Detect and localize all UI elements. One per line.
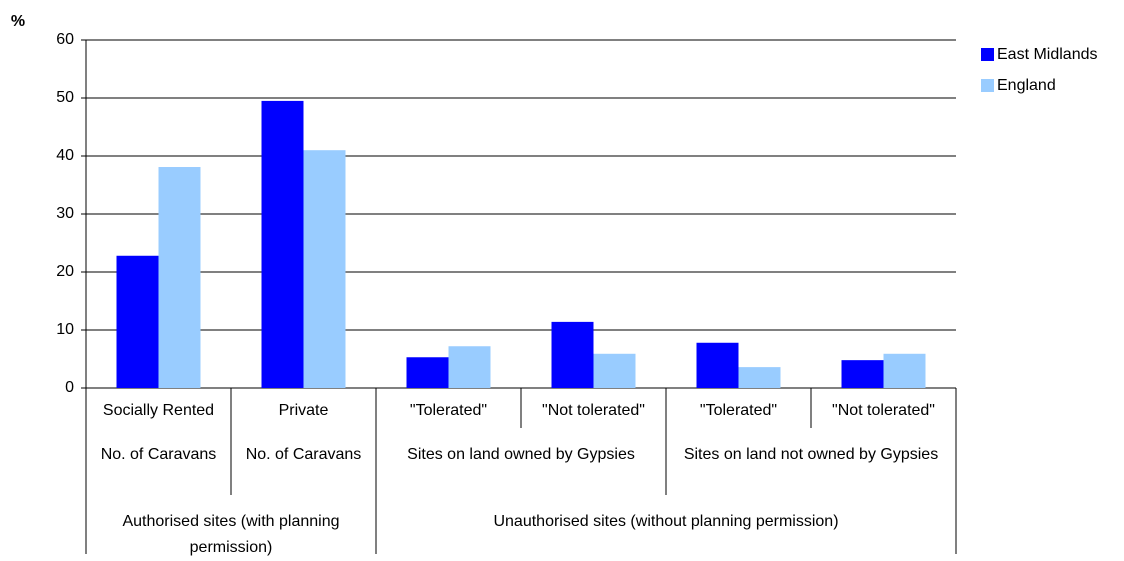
x-tick-label: "Not tolerated" — [542, 402, 645, 419]
group-label: Sites on land not owned by Gypsies — [683, 446, 939, 463]
y-tick-label: 60 — [56, 31, 74, 48]
bar — [738, 367, 781, 388]
y-tick-label: 0 — [65, 379, 74, 396]
group-label: Sites on land owned by Gypsies — [407, 446, 635, 463]
y-axis-title: % — [11, 13, 25, 30]
y-tick-label: 10 — [56, 321, 74, 338]
bar — [696, 342, 739, 388]
bar — [593, 353, 636, 388]
group-label: No. of Caravans — [245, 446, 362, 463]
x-tick-label: "Tolerated" — [409, 402, 488, 419]
bar — [841, 360, 884, 388]
x-tick-label: Private — [278, 402, 329, 419]
top-group-label: Unauthorised sites (without planning per… — [493, 513, 839, 530]
bar — [158, 167, 201, 388]
bar — [551, 321, 594, 388]
y-tick-label: 50 — [56, 89, 74, 106]
y-tick-label: 30 — [56, 205, 74, 222]
bar — [883, 353, 926, 388]
x-tick-label: Socially Rented — [102, 402, 215, 419]
legend-swatch — [981, 79, 994, 92]
legend-label: East Midlands — [997, 46, 1098, 63]
x-tick-label: "Not tolerated" — [832, 402, 935, 419]
bar — [116, 255, 159, 388]
bar — [448, 346, 491, 388]
bar — [261, 100, 304, 389]
group-label: No. of Caravans — [100, 446, 217, 463]
y-tick-label: 20 — [56, 263, 74, 280]
legend-swatch — [981, 48, 994, 61]
y-tick-label: 40 — [56, 147, 74, 164]
x-tick-label: "Tolerated" — [699, 402, 778, 419]
top-group-label: Authorised sites (with planning permissi… — [122, 513, 340, 556]
bar — [406, 357, 449, 388]
bar — [303, 150, 346, 388]
legend-label: England — [997, 77, 1056, 94]
